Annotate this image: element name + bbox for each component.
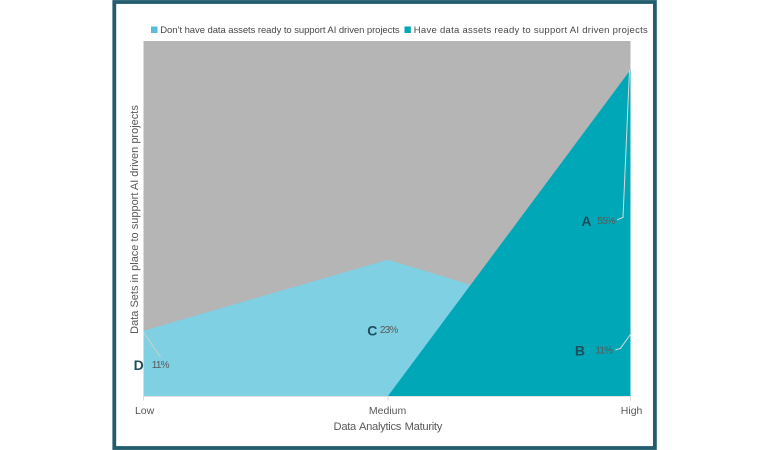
svg-text:23%: 23% (380, 325, 399, 336)
svg-text:Data Sets in place to support: Data Sets in place to support AI driven … (129, 105, 141, 334)
svg-text:55%: 55% (597, 216, 616, 227)
svg-text:D: D (134, 357, 144, 373)
svg-text:Data Analytics Maturity: Data Analytics Maturity (334, 421, 443, 433)
svg-text:11%: 11% (595, 346, 613, 357)
svg-text:High: High (621, 405, 643, 417)
svg-text:Don’t have data assets ready t: Don’t have data assets ready to support … (160, 25, 400, 36)
svg-text:C: C (367, 322, 377, 338)
svg-text:Low: Low (135, 405, 155, 417)
svg-text:A: A (581, 213, 591, 229)
svg-text:Have data assets ready to supp: Have data assets ready to support AI dri… (414, 25, 648, 36)
svg-text:11%: 11% (152, 360, 170, 371)
svg-text:B: B (575, 342, 585, 358)
svg-text:Medium: Medium (369, 405, 407, 417)
